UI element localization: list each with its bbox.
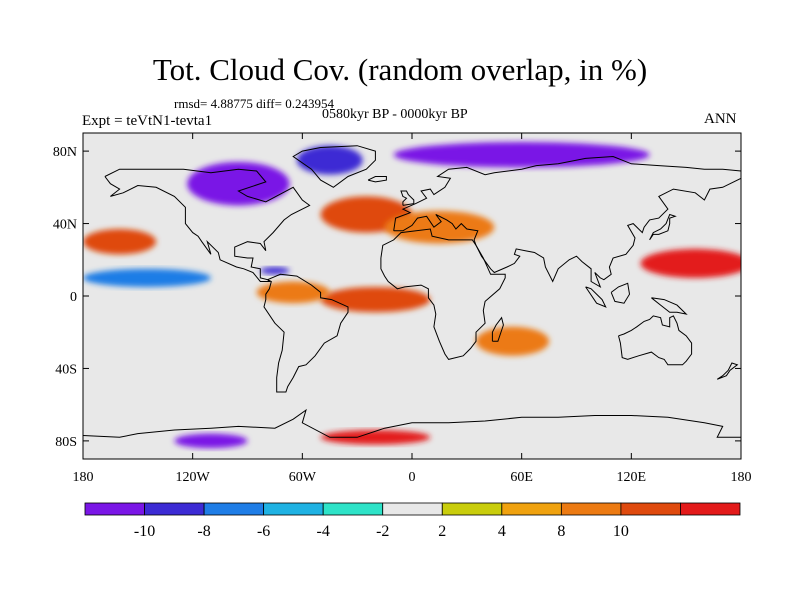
anomaly-region-south-indian-positive [475, 326, 550, 356]
coastline-borneo [610, 282, 631, 304]
coastline-japan [649, 213, 677, 241]
lon-tick-label: 120E [617, 470, 647, 485]
coastline-new-guinea [651, 297, 688, 315]
anomaly-region-amazon-positive [256, 281, 330, 304]
anomaly-region-southern-ocean-negative [174, 433, 248, 449]
colorbar: -10 -8 -6 -4 -2 2 4 8 10 [84, 502, 741, 540]
anomaly-region-n-pacific-east-positive [83, 228, 157, 255]
season-label: ANN [704, 111, 737, 127]
anomaly-region-arctic-siberia-negative [393, 142, 650, 168]
anomaly-region-med-positive [384, 210, 495, 244]
colorbar-swatch [441, 502, 503, 516]
coastline-madagascar [491, 316, 504, 342]
lon-tick-label: 180 [731, 470, 752, 485]
lon-tick-label: 120W [176, 470, 211, 485]
colorbar-swatch [620, 502, 681, 516]
lon-tick-label: 180 [73, 470, 94, 485]
colorbar-swatch [84, 502, 145, 516]
coastline-africa [380, 228, 506, 360]
colorbar-swatch [263, 502, 324, 516]
colorbar-swatch [322, 502, 384, 516]
plot-title: Tot. Cloud Cov. (random overlap, in %) [152, 52, 648, 87]
lat-tick-label: 40S [55, 362, 77, 377]
coastline-greenland [292, 145, 376, 188]
colorbar-label: -2 [376, 523, 389, 540]
lat-tick-label: 80S [55, 435, 77, 450]
lat-tick-label: 0 [70, 290, 77, 305]
coastline-iceland [367, 176, 387, 183]
coastline-antarctica [83, 408, 741, 438]
anomaly-region-tropical-pacific-negative [83, 268, 211, 287]
anomaly-region-w-pacific-positive [640, 248, 741, 278]
coastline-eurasia [393, 155, 741, 289]
anomaly-region-greenland-negative [296, 145, 363, 175]
coastlines [83, 145, 741, 438]
colorbar-label: -8 [197, 523, 210, 540]
axis-ticks: 80N 40N 0 40S 80S 180 120W 60W 0 60E 120E 180 [53, 133, 752, 485]
coastline-nz [716, 362, 739, 380]
colorbar-swatch [560, 502, 622, 516]
lat-tick-label: 80N [53, 145, 77, 160]
anomaly-region-arctic-canada-negative [187, 161, 290, 206]
colorbar-label: 4 [498, 523, 506, 540]
lon-tick-label: 60E [510, 470, 533, 485]
colorbar-label: -6 [257, 523, 270, 540]
coastline-australia [618, 315, 693, 366]
colorbar-swatch [680, 502, 741, 516]
colorbar-label: 10 [613, 523, 629, 540]
coastline-north-america [104, 168, 311, 282]
anomaly-region-equatorial-atlantic-positive [320, 286, 431, 313]
anomaly-region-southern-ocean-positive [320, 430, 431, 445]
stats-text: rmsd= 4.88775 diff= 0.243954 [174, 96, 334, 111]
colorbar-swatch [144, 502, 205, 516]
coastline-indonesia [585, 286, 607, 308]
colorbar-label: 2 [438, 523, 446, 540]
coastline-south-america [263, 273, 349, 393]
lon-tick-label: 0 [409, 470, 416, 485]
anomaly-field [83, 142, 741, 449]
experiment-label: Expt = teVtN1-tevta1 [82, 113, 213, 129]
colorbar-label: 8 [557, 523, 565, 540]
colorbar-label: -4 [317, 523, 330, 540]
colorbar-label: -10 [134, 523, 155, 540]
lat-tick-label: 40N [53, 218, 77, 233]
colorbar-swatch [501, 502, 562, 516]
colorbar-swatch [382, 502, 443, 516]
colorbar-swatch [203, 502, 265, 516]
lon-tick-label: 60W [289, 470, 317, 485]
coastline-uk [400, 190, 415, 206]
anomaly-region-caribbean-negative [260, 267, 290, 275]
period-text: 0580kyr BP - 0000kyr BP [322, 107, 468, 122]
